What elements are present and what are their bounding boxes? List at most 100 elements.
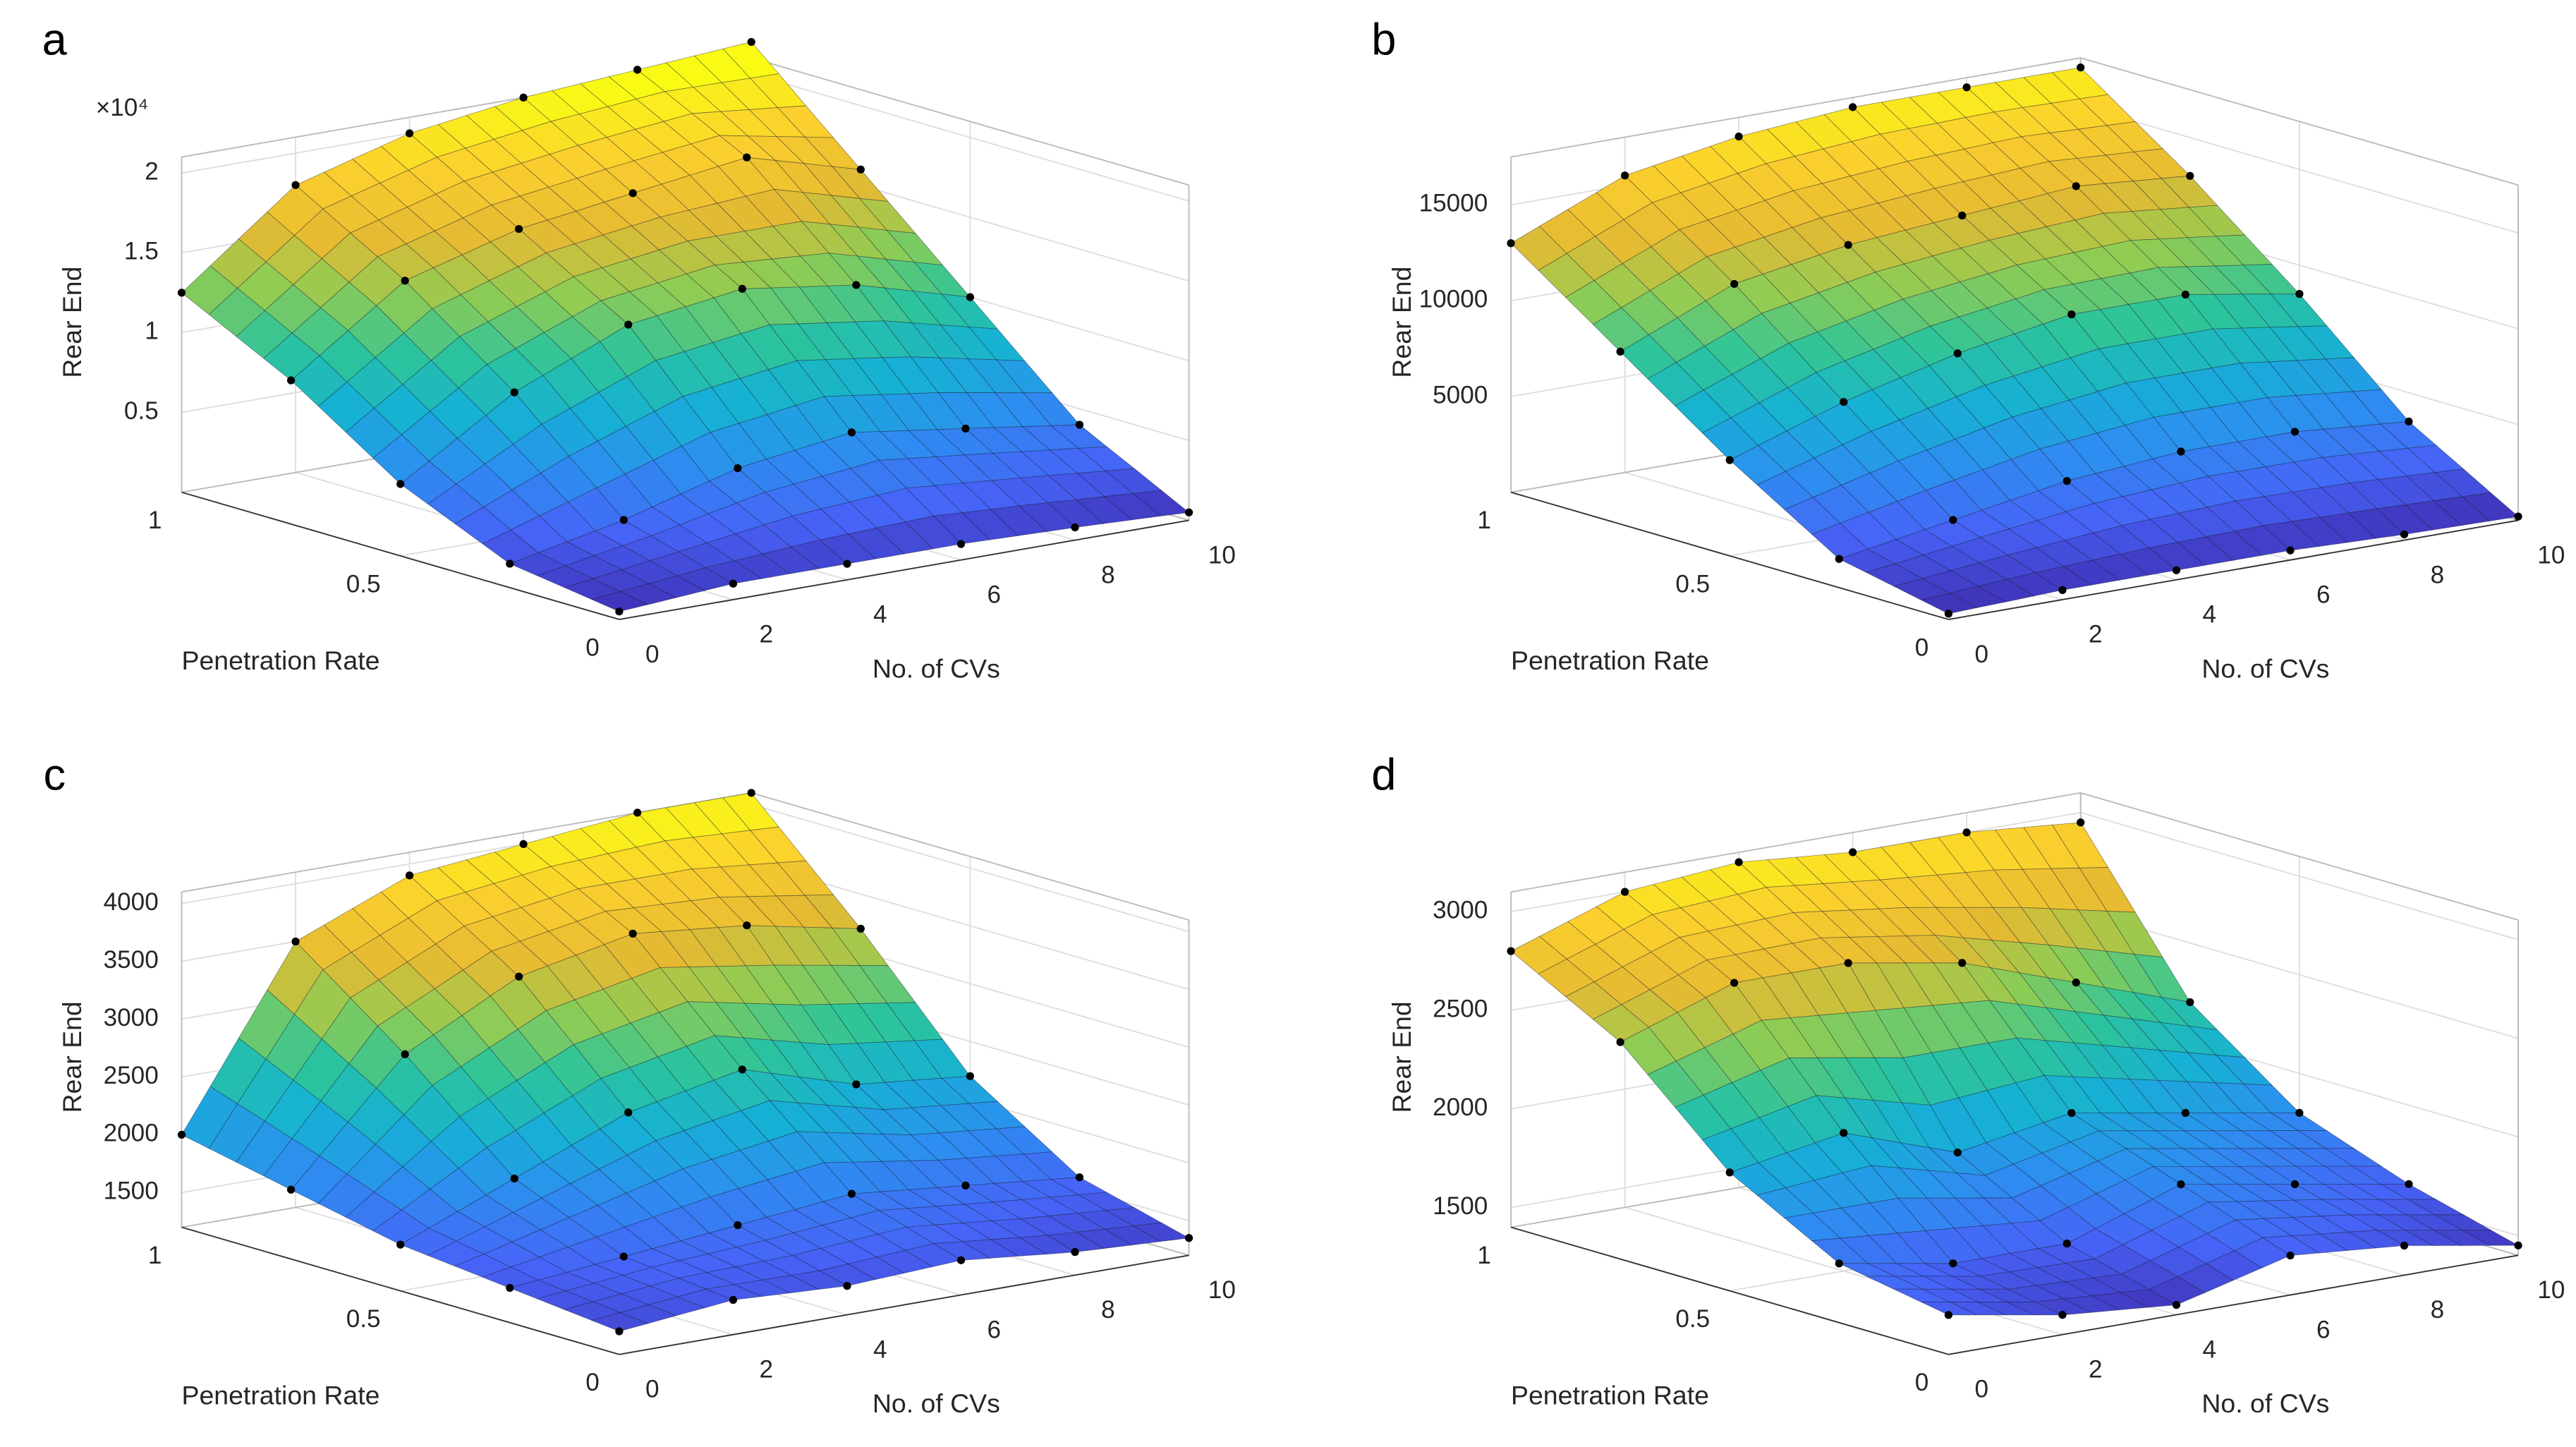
surface-patch bbox=[454, 1254, 512, 1278]
x-tick-label: 2 bbox=[2089, 621, 2103, 648]
box-edge bbox=[181, 792, 752, 893]
surface-patch bbox=[2103, 211, 2161, 241]
data-point bbox=[1184, 508, 1193, 516]
surface-patch bbox=[738, 1179, 796, 1218]
data-point bbox=[1944, 1311, 1953, 1319]
surface-patch bbox=[1732, 313, 1790, 359]
surface-patch bbox=[2235, 1218, 2292, 1238]
surface-patch bbox=[1075, 1228, 1134, 1249]
surface-patch bbox=[819, 533, 877, 564]
data-point bbox=[506, 1283, 514, 1292]
surface-patch bbox=[686, 1001, 744, 1039]
surface-patch bbox=[538, 1247, 596, 1273]
surface-patch bbox=[436, 892, 494, 926]
data-point bbox=[1184, 1234, 1193, 1242]
surface-patch bbox=[2130, 1047, 2187, 1082]
surface-patch bbox=[1783, 497, 1841, 535]
data-point bbox=[2172, 1300, 2181, 1309]
surface-patch bbox=[1792, 911, 1850, 938]
y-axis-label: Penetration Rate bbox=[1511, 646, 1709, 675]
surface-patch bbox=[850, 459, 907, 496]
z-tick-label: 3500 bbox=[104, 946, 159, 974]
data-point bbox=[2077, 818, 2085, 827]
data-point bbox=[1844, 959, 1852, 967]
surface-patch bbox=[2006, 1302, 2063, 1316]
data-point bbox=[1962, 83, 1971, 92]
y-tick-label: 0 bbox=[1915, 634, 1929, 661]
surface-patch bbox=[1876, 962, 1933, 1009]
surface-patch bbox=[2124, 1166, 2182, 1200]
data-point bbox=[510, 388, 518, 396]
surface-patch bbox=[352, 145, 409, 183]
z-tick-label: 3000 bbox=[104, 1004, 159, 1031]
surface-patch bbox=[821, 468, 879, 503]
data-point bbox=[2400, 1241, 2409, 1250]
surface-patch bbox=[2074, 212, 2132, 247]
surface-patch bbox=[1762, 264, 1819, 304]
surface-patch bbox=[632, 183, 690, 218]
data-point bbox=[2072, 182, 2080, 190]
data-point bbox=[2405, 1180, 2413, 1188]
x-axis bbox=[619, 1254, 1189, 1355]
surface-patch bbox=[2319, 1231, 2377, 1251]
box-edge bbox=[1510, 57, 2081, 158]
surface-patch bbox=[904, 516, 962, 550]
data-point bbox=[1949, 1259, 1957, 1268]
z-tick-label: 3000 bbox=[1433, 897, 1488, 924]
surface-patch bbox=[2181, 406, 2239, 447]
data-point bbox=[2067, 310, 2076, 319]
surface-patch bbox=[1903, 1005, 1961, 1053]
data-point bbox=[624, 1108, 633, 1117]
data-point bbox=[1725, 1168, 1734, 1177]
data-point bbox=[2405, 417, 2413, 426]
data-point bbox=[2400, 530, 2409, 539]
surface-patch bbox=[1623, 914, 1680, 952]
surface-patch bbox=[1132, 1222, 1190, 1242]
data-point bbox=[1730, 279, 1739, 289]
data-point bbox=[2181, 290, 2189, 299]
grid-line bbox=[2080, 811, 2519, 940]
data-point bbox=[615, 607, 624, 616]
surface-patch bbox=[686, 236, 744, 266]
surface-patch bbox=[1931, 281, 1988, 317]
box-edge bbox=[751, 57, 1189, 186]
surface-patch bbox=[1020, 1197, 1079, 1217]
data-point bbox=[405, 871, 414, 880]
surface-patch bbox=[632, 931, 690, 968]
data-point bbox=[2514, 1241, 2522, 1249]
y-axis bbox=[181, 1226, 620, 1355]
surface-patch bbox=[236, 1120, 293, 1177]
data-point bbox=[1958, 959, 1967, 967]
y-tick-label: 0 bbox=[1915, 1369, 1929, 1396]
x-tick-label: 2 bbox=[759, 621, 773, 648]
data-point bbox=[2186, 998, 2194, 1007]
surface-patch bbox=[2434, 1214, 2492, 1231]
data-point bbox=[2286, 1251, 2295, 1260]
data-point bbox=[1507, 239, 1515, 248]
surface-patch bbox=[2155, 333, 2213, 374]
surface-patch bbox=[2291, 1216, 2350, 1235]
surface-patch bbox=[1876, 229, 1933, 265]
surface-patch bbox=[1921, 1302, 1978, 1316]
surface-patch bbox=[1679, 931, 1737, 961]
surface-patch bbox=[406, 193, 464, 231]
box-edge bbox=[2080, 57, 2519, 186]
data-point bbox=[856, 924, 865, 933]
y-tick-label: 1 bbox=[148, 507, 162, 534]
surface-patch bbox=[295, 171, 352, 210]
x-tick-label: 10 bbox=[2537, 1276, 2565, 1304]
surface-patch bbox=[1935, 907, 1993, 941]
surface-patch bbox=[317, 381, 375, 433]
data-point bbox=[847, 1189, 856, 1198]
surface-patch bbox=[2177, 1233, 2235, 1264]
surface-patch bbox=[2211, 1148, 2269, 1167]
data-point bbox=[1840, 398, 1848, 406]
surface-patch bbox=[2180, 1184, 2238, 1203]
surface-patch bbox=[966, 392, 1023, 428]
data-point bbox=[396, 480, 405, 488]
x-tick-label: 8 bbox=[1101, 561, 1115, 588]
surface-patch bbox=[882, 1107, 940, 1136]
